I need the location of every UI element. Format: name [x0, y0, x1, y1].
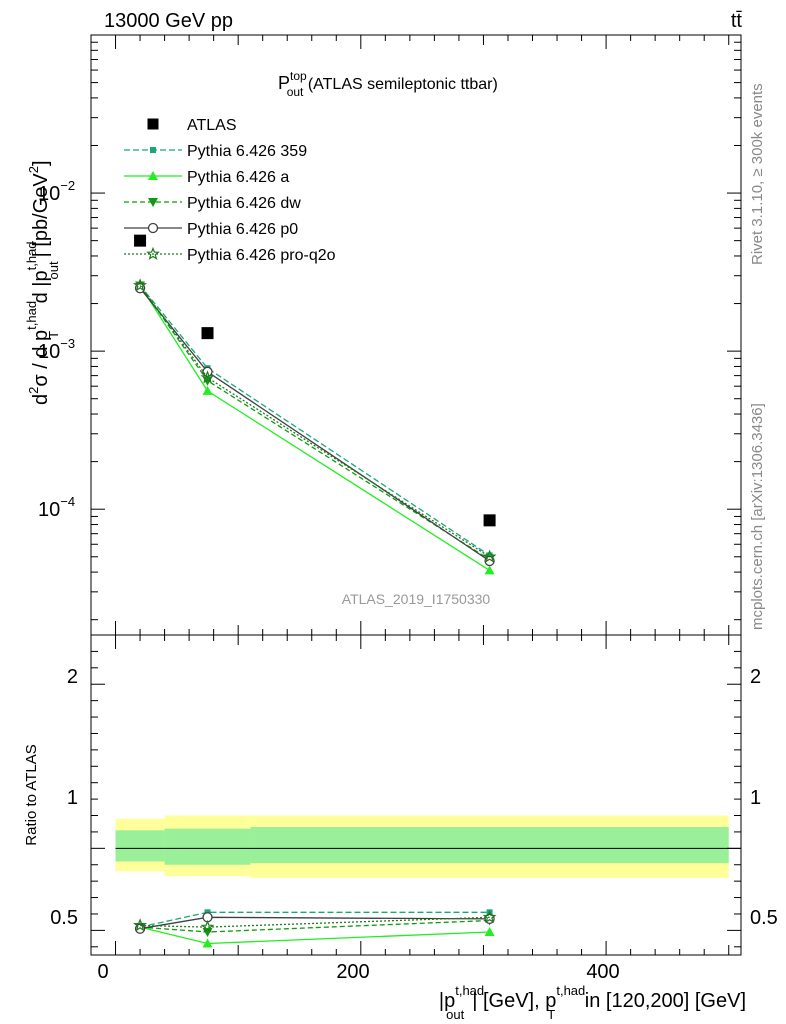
ratio-ylabel: Ratio to ATLAS: [23, 744, 40, 845]
main-title: Ptop out (ATLAS semileptonic ttbar): [278, 69, 498, 99]
xtick-label-200: 200: [336, 961, 369, 983]
ylabel-p4: T: [46, 331, 61, 339]
ylabel-p3: t,had: [24, 301, 39, 330]
ratio-panel: Ratio to ATLAS 2 1 0.5 2 1 0.5 0 200 400…: [23, 634, 778, 1022]
main-series-0-point-2: [486, 552, 493, 559]
main-ytick-label-0: 10−2: [38, 178, 75, 205]
mcplots-label: mcplots.cern.ch [arXiv:1306.3436]: [749, 403, 766, 630]
ylabel-p5: d |p: [30, 270, 52, 309]
legend-label-2: Pythia 6.426 a: [187, 169, 289, 186]
ratio-series-4-point-1: [200, 919, 215, 933]
main-title-sup: top: [290, 69, 307, 83]
xtick-label-0: 0: [97, 961, 108, 983]
uncertainty-band-inner-2: [250, 827, 729, 864]
legend-marker-4: [147, 222, 159, 234]
legend-marker-0: [147, 118, 159, 130]
main-ytick-base: 10: [38, 341, 60, 363]
legend-label-4: Pythia 6.426 p0: [187, 221, 298, 238]
main-ytick-base: 10: [38, 499, 60, 521]
atlas-data-point-1: [201, 327, 214, 340]
ratio-ytick-label-right-1: 1: [750, 787, 761, 809]
ratio-series-4-point-0: [133, 918, 147, 932]
ratio-series-1-point-1: [202, 938, 213, 948]
main-ytick-label-1: 10−3: [38, 336, 75, 363]
main-title-p: P: [278, 73, 290, 93]
main-ytick-exp: −2: [60, 178, 75, 193]
legend-label-1: Pythia 6.426 359: [187, 143, 307, 160]
main-ytick-exp: −3: [60, 336, 75, 351]
main-title-sub: out: [287, 85, 304, 99]
legend-marker-2: [148, 171, 158, 180]
legend-label-5: Pythia 6.426 pro-q2o: [187, 247, 336, 264]
main-ylabel: d2σ / d pt,hadT d |pt,hadout| [pb/GeV2]: [24, 160, 61, 405]
header-left: 13000 GeV pp: [104, 10, 233, 32]
xlabel-p1: t,had: [455, 983, 484, 998]
ratio-ytick-label-left-05: 0.5: [50, 907, 78, 929]
ratio-ytick-label-right-2: 2: [750, 666, 761, 688]
main-series-2-line: [139, 285, 490, 561]
watermark: ATLAS_2019_I1750330: [342, 591, 491, 607]
main-series-4-line: [139, 285, 490, 558]
ratio-series-1-point-2: [484, 927, 495, 937]
x-axis-label: |pt,had out| [GeV], pt,had T in [120,200] …: [439, 983, 746, 1022]
main-ytick-label-2: 10−4: [38, 494, 75, 521]
uncertainty-band-inner-1: [164, 828, 251, 865]
ylabel-p1: 2: [26, 387, 41, 394]
xlabel-p5: T: [547, 1007, 555, 1022]
main-series-1-point-1: [202, 385, 213, 395]
main-series-1-point-2: [484, 565, 495, 575]
ylabel-p9: 2: [26, 166, 41, 173]
legend-label-3: Pythia 6.426 dw: [187, 195, 301, 212]
xlabel-p4: t,had: [556, 983, 585, 998]
main-title-rest: (ATLAS semileptonic ttbar): [303, 76, 497, 93]
atlas-data-point-0: [134, 234, 147, 247]
legend-label-0: ATLAS: [187, 117, 237, 134]
ylabel-p10: ]: [30, 160, 52, 166]
ratio-ytick-label-left-1: 1: [67, 787, 78, 809]
ylabel-p8: | [pb/GeV: [30, 173, 52, 258]
atlas-data-point-2: [483, 514, 496, 527]
legend-marker-5: [146, 246, 160, 260]
main-series-4-point-1: [200, 370, 215, 384]
rivet-label: Rivet 3.1.10, ≥ 300k events: [749, 83, 766, 265]
ratio-ytick-label-left-2: 2: [67, 666, 78, 688]
legend-marker-3: [148, 198, 158, 207]
xlabel-p6: in [120,200] [GeV]: [579, 990, 746, 1012]
ratio-ytick-label-right-05: 0.5: [750, 907, 778, 929]
xlabel-p2: out: [446, 1007, 464, 1022]
legend: ATLAS Pythia 6.426 359 Pythia 6.426 a Pythi…: [124, 117, 336, 264]
ratio-frame: [90, 634, 742, 956]
ylabel-p2: σ / d p: [30, 330, 52, 387]
xlabel-p3: | [GeV], p: [472, 990, 556, 1012]
ratio-series-1-line: [139, 926, 490, 945]
ylabel-p7: out: [46, 261, 61, 279]
uncertainty-band-inner-0: [115, 830, 165, 862]
ratio-series-0-line: [139, 911, 490, 928]
main-ytick-exp: −4: [60, 494, 75, 509]
main-series-4-point-2: [482, 549, 497, 563]
header-right: tt̄: [731, 10, 743, 32]
ylabel-p0: d: [30, 394, 52, 405]
main-panel: Ptop out (ATLAS semileptonic ttbar) ATLAS…: [24, 34, 742, 636]
main-series-4-point-0: [133, 278, 147, 292]
main-series-1-line: [139, 285, 490, 571]
legend-marker-1: [150, 147, 156, 153]
ratio-series-4-point-2: [482, 910, 497, 924]
xtick-label-400: 400: [586, 961, 619, 983]
xlabel-p0: |p: [439, 990, 455, 1012]
main-ytick-base: 10: [38, 183, 60, 205]
ylabel-p6: t,had: [24, 241, 39, 270]
main-series-0-line: [139, 285, 490, 556]
